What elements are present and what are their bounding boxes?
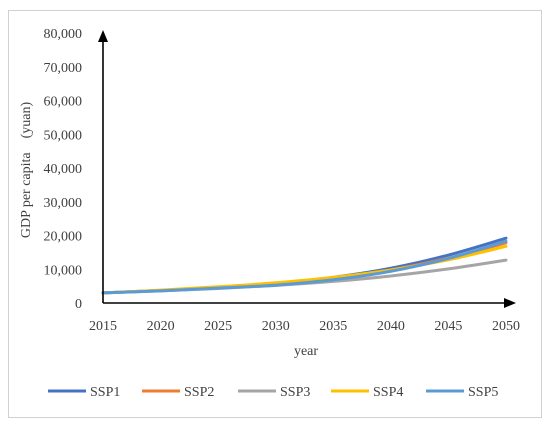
legend-label-ssp3: SSP3 bbox=[280, 385, 310, 400]
y-tick-label: 50,000 bbox=[44, 128, 83, 143]
legend-label-ssp2: SSP2 bbox=[184, 385, 214, 400]
legend-label-ssp1: SSP1 bbox=[90, 385, 120, 400]
y-tick-label: 80,000 bbox=[44, 27, 83, 42]
y-tick-label: 30,000 bbox=[44, 196, 83, 211]
y-tick-label: 20,000 bbox=[44, 230, 83, 245]
series-line-ssp3 bbox=[101, 258, 508, 295]
series-lines bbox=[101, 236, 508, 295]
y-axis-arrow-icon bbox=[98, 30, 108, 42]
x-tick-label: 2015 bbox=[89, 319, 117, 334]
x-axis-title: year bbox=[294, 344, 318, 359]
x-tick-label: 2045 bbox=[434, 319, 462, 334]
y-tick-label: 0 bbox=[75, 297, 82, 312]
y-tick-label: 10,000 bbox=[44, 263, 83, 278]
x-tick-label: 2025 bbox=[204, 319, 232, 334]
y-tick-label: 40,000 bbox=[44, 162, 83, 177]
series-line-ssp5 bbox=[101, 239, 508, 295]
x-tick-label: 2040 bbox=[377, 319, 405, 334]
x-tick-label: 2020 bbox=[147, 319, 175, 334]
legend-label-ssp4: SSP4 bbox=[373, 385, 403, 400]
x-tick-label: 2035 bbox=[319, 319, 347, 334]
y-tick-label: 70,000 bbox=[44, 61, 83, 76]
y-axis-title: GDP per capita (yuan) bbox=[19, 102, 34, 239]
x-axis-ticks: 2015 2020 2025 2030 2035 2040 2045 2050 bbox=[89, 319, 520, 334]
x-axis-arrow-icon bbox=[504, 298, 516, 308]
legend: SSP1 SSP2 SSP3 SSP4 SSP5 bbox=[48, 385, 498, 400]
x-tick-label: 2050 bbox=[492, 319, 520, 334]
y-axis-ticks: 0 10,000 20,000 30,000 40,000 50,000 60,000 70,… bbox=[44, 27, 83, 312]
chart-frame bbox=[8, 10, 542, 418]
legend-label-ssp5: SSP5 bbox=[468, 385, 498, 400]
x-tick-label: 2030 bbox=[262, 319, 290, 334]
y-tick-label: 60,000 bbox=[44, 95, 83, 110]
